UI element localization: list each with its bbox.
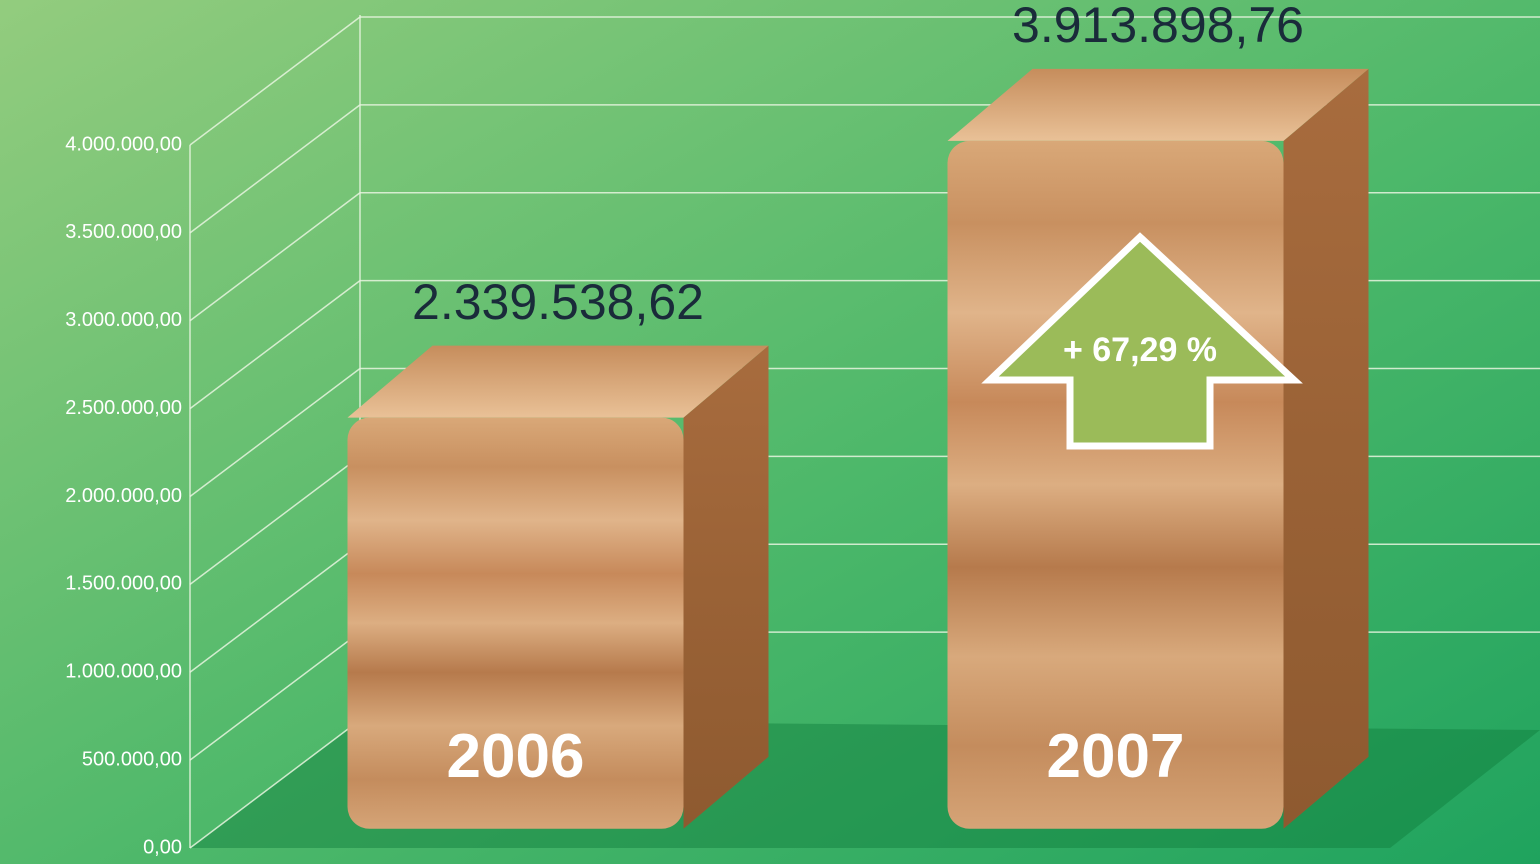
y-tick-label: 1.000.000,00 [65, 661, 182, 683]
y-tick-label: 500.000,00 [82, 748, 182, 770]
bar-top [347, 345, 769, 418]
growth-label: + 67,29 % [1063, 331, 1217, 369]
grid-line [189, 367, 361, 498]
category-label: 2007 [1047, 722, 1185, 791]
value-label: 2.339.538,62 [412, 274, 704, 330]
y-tick-label: 0,00 [143, 836, 182, 858]
bar-side [1283, 68, 1369, 829]
y-tick-label: 1.500.000,00 [65, 573, 182, 595]
bar-front [347, 417, 684, 829]
grid-line [189, 280, 361, 410]
y-tick-label: 3.000.000,00 [65, 309, 182, 331]
category-label: 2006 [447, 722, 585, 791]
grid-line [189, 104, 361, 234]
growth-arrow [981, 232, 1303, 450]
grid-line [189, 543, 361, 673]
grid-line [189, 719, 361, 849]
grid-line [189, 16, 361, 146]
y-tick-label: 2.500.000,00 [65, 397, 182, 419]
grid-line [189, 631, 361, 761]
y-tick-label: 4.000.000,00 [65, 133, 182, 155]
y-tick-label: 2.000.000,00 [65, 485, 182, 507]
bar-top [947, 68, 1369, 141]
grid-line [189, 192, 361, 322]
grid-line [189, 455, 361, 585]
y-tick-label: 3.500.000,00 [65, 221, 182, 243]
bar-side [683, 345, 769, 829]
bar [347, 345, 769, 829]
value-label: 3.913.898,76 [1012, 0, 1304, 53]
annotation: + 67,29 % [981, 232, 1303, 450]
